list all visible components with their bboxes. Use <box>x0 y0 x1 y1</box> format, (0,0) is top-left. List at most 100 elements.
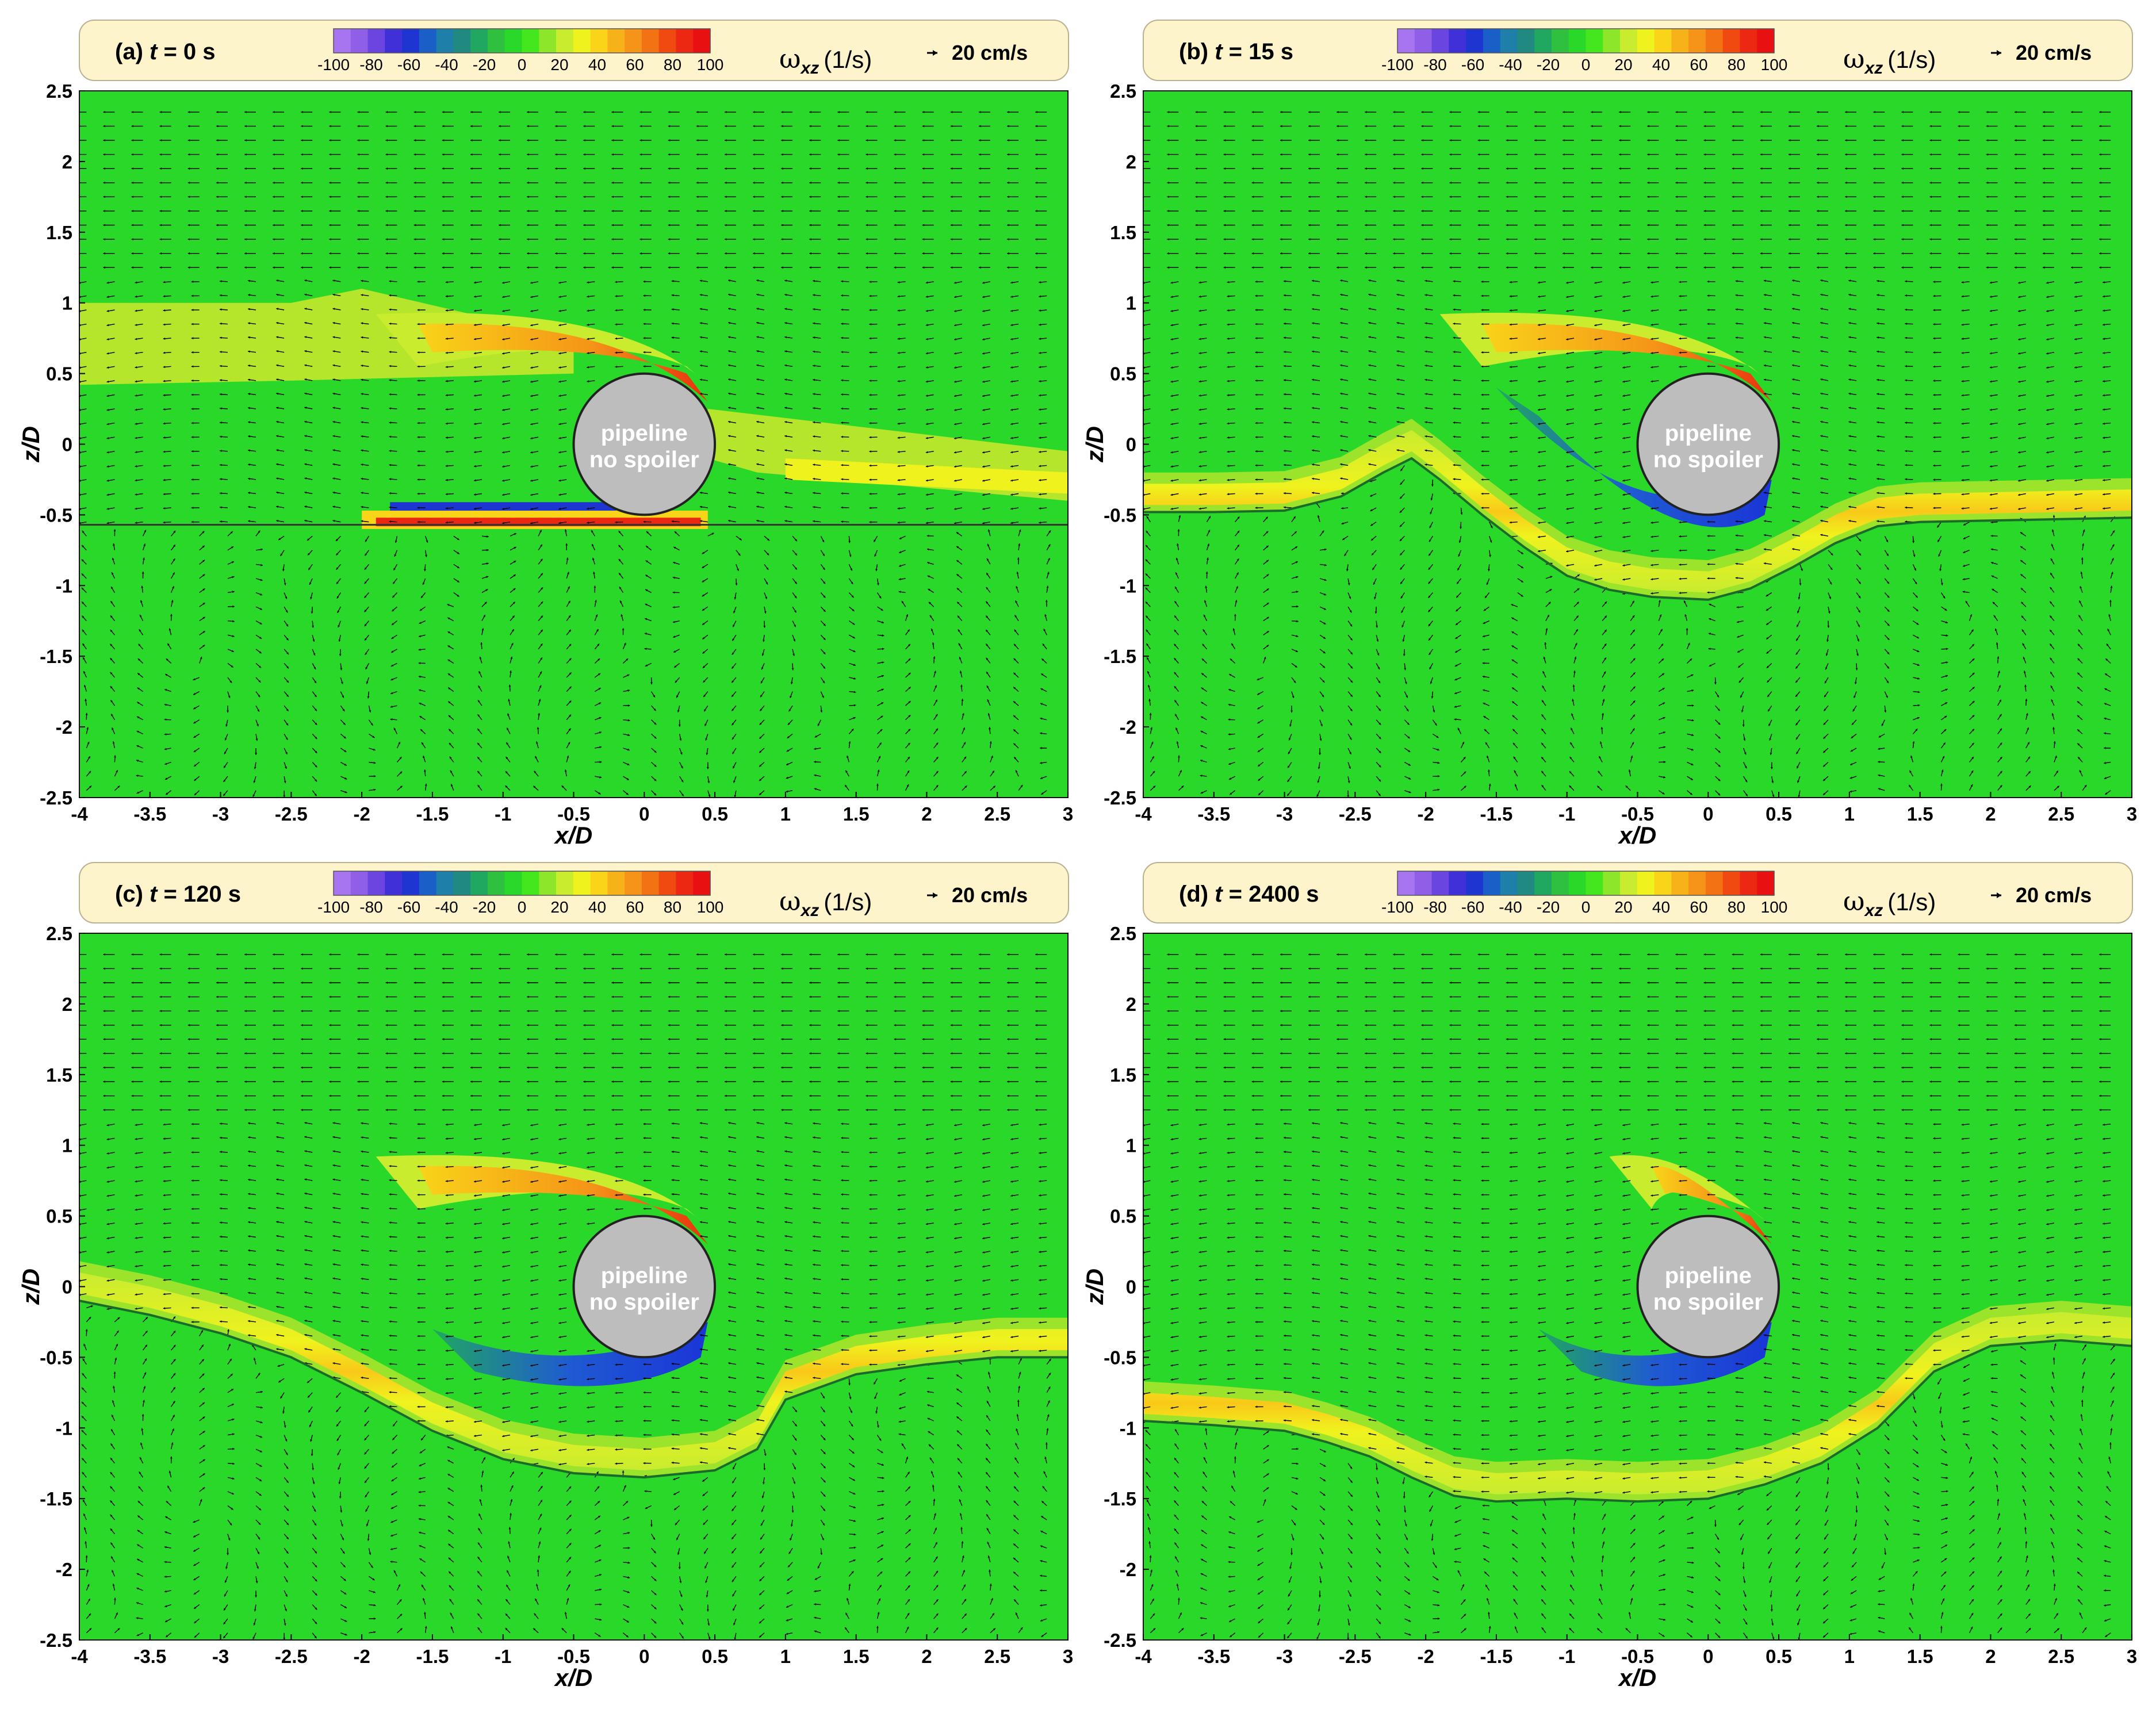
velocity-vector-head <box>756 279 759 282</box>
wake-band-core <box>785 458 1068 494</box>
velocity-vector-head <box>841 421 843 424</box>
velocity-vector-head <box>1429 638 1431 641</box>
velocity-vector-head <box>1198 366 1201 369</box>
velocity-vector-head <box>982 508 985 510</box>
velocity-vector-head <box>1018 543 1021 546</box>
velocity-vector-head <box>89 771 91 773</box>
velocity-vector-head <box>1230 792 1232 795</box>
velocity-vector-head <box>309 582 312 585</box>
velocity-vector-head <box>739 538 742 541</box>
velocity-vector-head <box>144 530 146 532</box>
velocity-vector-head <box>756 449 759 451</box>
velocity-vector-head <box>81 588 84 590</box>
velocity-vector-head <box>1337 238 1339 240</box>
velocity-vector-head <box>761 681 763 684</box>
colorbar-tick-label: 80 <box>1728 56 1745 74</box>
velocity-vector-head <box>506 771 508 773</box>
velocity-vector-head <box>837 153 840 156</box>
velocity-vector-head <box>1145 573 1148 576</box>
velocity-vector-head <box>668 238 671 240</box>
plot-content <box>1143 111 2132 798</box>
velocity-vector-head <box>668 210 671 212</box>
velocity-vector-head <box>1035 125 1037 128</box>
pipeline-circle <box>572 372 717 516</box>
velocity-vector-head <box>558 366 561 369</box>
velocity-vector-head <box>879 742 882 745</box>
velocity-vector-head <box>878 756 880 758</box>
velocity-vector-head <box>1251 181 1254 184</box>
velocity-vector-head <box>332 477 335 480</box>
velocity-vector-head <box>1337 252 1339 255</box>
velocity-vector-head <box>1457 581 1459 584</box>
velocity-vector-head <box>925 380 928 383</box>
velocity-vector-head <box>795 553 797 555</box>
velocity-vector-head <box>569 658 572 661</box>
velocity-vector-head <box>1227 436 1230 439</box>
velocity-vector-head <box>837 181 840 184</box>
velocity-vector-head <box>928 589 930 591</box>
velocity-vector-head <box>837 167 840 170</box>
velocity-vector-head <box>385 181 388 184</box>
velocity-vector-head <box>1521 580 1523 583</box>
y-axis-label: z/D <box>17 426 44 463</box>
velocity-vector-head <box>927 575 930 578</box>
velocity-vector-head <box>219 492 222 495</box>
velocity-vector-head <box>103 153 105 156</box>
velocity-vector-head <box>728 336 730 339</box>
velocity-vector-head <box>1541 771 1544 773</box>
velocity-vector-head <box>1481 393 1484 396</box>
velocity-vector-head <box>1223 167 1226 170</box>
velocity-vector-head <box>1538 535 1540 538</box>
velocity-vector-head <box>470 153 473 156</box>
velocity-vector-head <box>332 350 335 352</box>
velocity-vector-head <box>478 700 480 703</box>
vector-reference-arrowhead <box>1997 50 2001 56</box>
velocity-vector-head <box>244 224 247 227</box>
velocity-vector-head <box>232 620 235 623</box>
velocity-vector-head <box>257 709 259 712</box>
velocity-vector-head <box>1295 546 1297 549</box>
velocity-vector-head <box>1458 554 1461 557</box>
velocity-vector-head <box>1312 449 1314 452</box>
velocity-vector-head <box>1449 266 1452 269</box>
velocity-vector-head <box>312 626 314 628</box>
velocity-vector-head <box>566 557 569 560</box>
velocity-vector-head <box>1223 111 1226 113</box>
velocity-vector-head <box>1324 593 1327 596</box>
velocity-vector-head <box>75 266 77 269</box>
velocity-vector-head <box>1340 308 1343 311</box>
velocity-vector-head <box>163 521 166 524</box>
velocity-vector-head <box>1170 394 1173 397</box>
velocity-vector-head <box>982 324 985 327</box>
velocity-vector-head <box>75 196 77 198</box>
velocity-vector-head <box>114 755 116 758</box>
velocity-vector-head <box>512 629 514 632</box>
velocity-vector-head <box>413 139 416 141</box>
velocity-vector-head <box>308 553 310 555</box>
velocity-vector-head <box>1401 625 1404 627</box>
velocity-vector-head <box>506 757 508 759</box>
velocity-vector-head <box>1228 748 1231 750</box>
velocity-vector-head <box>361 378 363 381</box>
velocity-vector-head <box>136 775 139 777</box>
colorbar-cell <box>367 29 385 53</box>
velocity-vector-head <box>845 770 848 773</box>
velocity-vector-head <box>925 408 928 411</box>
velocity-vector-head <box>1509 521 1512 524</box>
velocity-vector-head <box>1454 718 1457 721</box>
velocity-vector-head <box>925 338 928 340</box>
velocity-vector-head <box>702 651 705 654</box>
velocity-vector-head <box>1312 294 1314 296</box>
velocity-vector-head <box>1255 323 1258 325</box>
velocity-vector-head <box>897 465 900 467</box>
velocity-vector-head <box>897 394 900 397</box>
velocity-vector-head <box>1198 281 1201 284</box>
velocity-vector-head <box>1340 435 1343 438</box>
velocity-vector-head <box>1488 569 1490 572</box>
velocity-vector-head <box>143 543 145 546</box>
velocity-vector-head <box>567 572 569 574</box>
velocity-vector-head <box>1368 308 1371 310</box>
field-label-unit: (1/s) <box>1887 46 1936 73</box>
velocity-vector-head <box>1400 469 1403 472</box>
velocity-vector-head <box>193 678 196 681</box>
